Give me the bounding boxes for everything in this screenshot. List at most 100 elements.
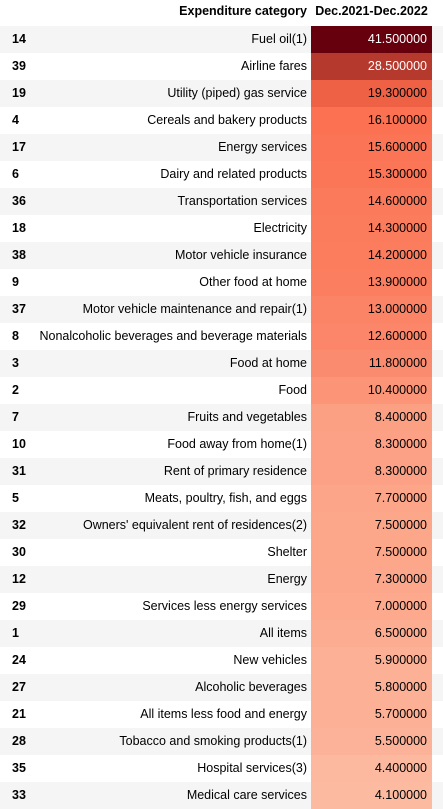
table-row: 17 Energy services 15.600000 — [0, 134, 443, 161]
row-value-cell: 11.800000 — [311, 350, 432, 377]
row-category: Electricity — [253, 221, 307, 235]
row-index: 2 — [12, 383, 19, 397]
table-row: 27 Alcoholic beverages 5.800000 — [0, 674, 443, 701]
row-value-cell: 15.300000 — [311, 161, 432, 188]
row-value-cell: 5.900000 — [311, 647, 432, 674]
row-value-cell: 4.100000 — [311, 782, 432, 809]
row-index: 32 — [12, 518, 26, 532]
row-value-cell: 41.500000 — [311, 26, 432, 53]
row-category: Other food at home — [199, 275, 307, 289]
row-category: Hospital services(3) — [197, 761, 307, 775]
row-value-cell: 10.400000 — [311, 377, 432, 404]
row-index: 18 — [12, 221, 26, 235]
row-index: 31 — [12, 464, 26, 478]
row-category: Cereals and bakery products — [147, 113, 307, 127]
row-category: Rent of primary residence — [163, 464, 307, 478]
row-category: Energy — [267, 572, 307, 586]
table-row: 2 Food 10.400000 — [0, 377, 443, 404]
row-category: Food away from home(1) — [167, 437, 307, 451]
row-category: Food at home — [229, 356, 307, 370]
table-body: 14 Fuel oil(1) 41.500000 39 Airline fares 28.… — [0, 26, 443, 809]
row-category: Energy services — [218, 140, 307, 154]
table-row: 28 Tobacco and smoking products(1) 5.50000… — [0, 728, 443, 755]
row-index: 28 — [12, 734, 26, 748]
row-category: Services less energy services — [142, 599, 307, 613]
row-index: 17 — [12, 140, 26, 154]
row-value-cell: 5.500000 — [311, 728, 432, 755]
row-category: Medical care services — [186, 788, 307, 802]
row-category: Meats, poultry, fish, and eggs — [144, 491, 307, 505]
row-category: All items — [259, 626, 307, 640]
row-value-cell: 14.300000 — [311, 215, 432, 242]
row-index: 10 — [12, 437, 26, 451]
row-index: 6 — [12, 167, 19, 181]
row-category: Motor vehicle maintenance and repair(1) — [82, 302, 307, 316]
header-category: Expenditure category — [179, 4, 307, 18]
table-row: 18 Electricity 14.300000 — [0, 215, 443, 242]
row-value-cell: 13.000000 — [311, 296, 432, 323]
table-header: Expenditure category Dec.2021-Dec.2022 — [0, 0, 443, 26]
row-index: 14 — [12, 32, 26, 46]
row-value-cell: 7.700000 — [311, 485, 432, 512]
table-row: 32 Owners' equivalent rent of residences(… — [0, 512, 443, 539]
row-category: Dairy and related products — [160, 167, 307, 181]
row-index: 27 — [12, 680, 26, 694]
row-index: 4 — [12, 113, 19, 127]
row-index: 1 — [12, 626, 19, 640]
table-row: 39 Airline fares 28.500000 — [0, 53, 443, 80]
table-row: 5 Meats, poultry, fish, and eggs 7.700000 — [0, 485, 443, 512]
row-category: New vehicles — [233, 653, 307, 667]
row-value-cell: 5.700000 — [311, 701, 432, 728]
table-row: 19 Utility (piped) gas service 19.300000 — [0, 80, 443, 107]
row-value-cell: 28.500000 — [311, 53, 432, 80]
row-value-cell: 19.300000 — [311, 80, 432, 107]
row-value-cell: 6.500000 — [311, 620, 432, 647]
row-index: 38 — [12, 248, 26, 262]
row-index: 36 — [12, 194, 26, 208]
row-index: 37 — [12, 302, 26, 316]
row-category: Tobacco and smoking products(1) — [119, 734, 307, 748]
table-row: 3 Food at home 11.800000 — [0, 350, 443, 377]
row-index: 9 — [12, 275, 19, 289]
row-category: Fruits and vegetables — [187, 410, 307, 424]
row-value-cell: 14.600000 — [311, 188, 432, 215]
row-value-cell: 15.600000 — [311, 134, 432, 161]
row-index: 33 — [12, 788, 26, 802]
row-index: 30 — [12, 545, 26, 559]
row-category: Food — [278, 383, 308, 397]
row-value-cell: 7.300000 — [311, 566, 432, 593]
row-category: Airline fares — [241, 59, 307, 73]
row-category: Motor vehicle insurance — [174, 248, 307, 262]
table-row: 9 Other food at home 13.900000 — [0, 269, 443, 296]
row-value-cell: 8.400000 — [311, 404, 432, 431]
table-row: 29 Services less energy services 7.000000 — [0, 593, 443, 620]
table-row: 6 Dairy and related products 15.300000 — [0, 161, 443, 188]
row-value-cell: 4.400000 — [311, 755, 432, 782]
table-row: 33 Medical care services 4.100000 — [0, 782, 443, 809]
table-row: 37 Motor vehicle maintenance and repair(1… — [0, 296, 443, 323]
row-index: 35 — [12, 761, 26, 775]
table-row: 35 Hospital services(3) 4.400000 — [0, 755, 443, 782]
table-row: 21 All items less food and energy 5.700000 — [0, 701, 443, 728]
table-row: 7 Fruits and vegetables 8.400000 — [0, 404, 443, 431]
row-value-cell: 8.300000 — [311, 458, 432, 485]
row-index: 29 — [12, 599, 26, 613]
table-row: 10 Food away from home(1) 8.300000 — [0, 431, 443, 458]
row-index: 3 — [12, 356, 19, 370]
table-row: 30 Shelter 7.500000 — [0, 539, 443, 566]
row-index: 21 — [12, 707, 26, 721]
row-category: Owners' equivalent rent of residences(2) — [82, 518, 307, 532]
table-row: 1 All items 6.500000 — [0, 620, 443, 647]
row-index: 39 — [12, 59, 26, 73]
row-index: 5 — [12, 491, 19, 505]
table-row: 31 Rent of primary residence 8.300000 — [0, 458, 443, 485]
row-value-cell: 8.300000 — [311, 431, 432, 458]
row-category: All items less food and energy — [140, 707, 307, 721]
row-index: 12 — [12, 572, 26, 586]
table-row: 38 Motor vehicle insurance 14.200000 — [0, 242, 443, 269]
row-category: Alcoholic beverages — [195, 680, 307, 694]
row-value-cell: 14.200000 — [311, 242, 432, 269]
row-value-cell: 7.500000 — [311, 539, 432, 566]
row-category: Shelter — [267, 545, 307, 559]
row-index: 7 — [12, 410, 19, 424]
